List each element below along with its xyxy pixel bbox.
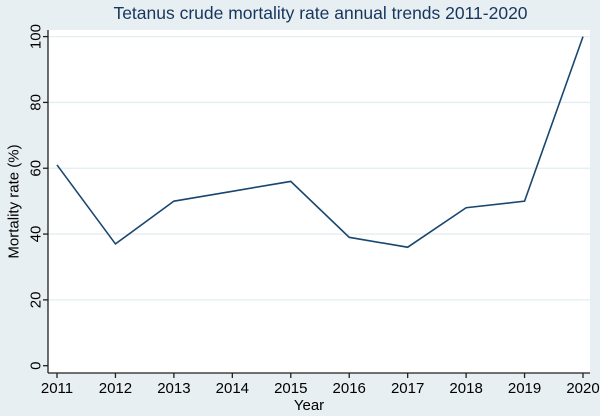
x-tick-label: 2020 [566,380,599,397]
mortality-rate-line [56,36,584,249]
x-tick-label: 2016 [333,380,366,397]
y-tick-label: 80 [28,94,45,111]
y-tick-label: 40 [28,226,45,243]
x-tick-label: 2017 [391,380,424,397]
x-tick-label: 2015 [274,380,307,397]
y-axis-title: Mortality rate (%) [6,144,23,258]
y-tick-label: 60 [28,160,45,177]
x-tick-label: 2011 [41,380,73,397]
chart-title: Tetanus crude mortality rate annual tren… [113,3,528,23]
x-tick-label: 2019 [508,380,541,397]
x-tick-label: 2014 [216,380,249,397]
y-tick-label: 0 [28,362,45,370]
y-tick-label: 100 [28,24,45,49]
y-tick-label: 20 [28,292,45,309]
plot-area [48,30,590,373]
x-tick-label: 2013 [157,380,190,397]
x-axis-title: Year [294,397,324,414]
x-tick-label: 2012 [99,380,132,397]
x-tick-label: 2018 [449,380,482,397]
